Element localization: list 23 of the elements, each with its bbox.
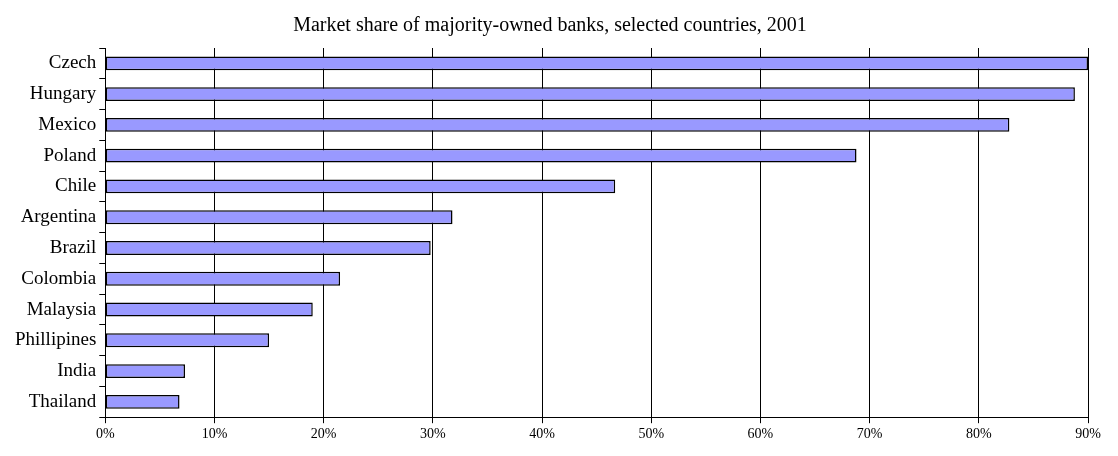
x-tick-label: 10%: [201, 426, 228, 442]
x-tick-label: 60%: [747, 426, 774, 442]
y-tick-label: Mexico: [38, 112, 97, 134]
x-tick-label: 90%: [1075, 426, 1102, 442]
y-tick-label: Chile: [55, 174, 97, 196]
x-tick-label: 0%: [95, 426, 115, 442]
x-tick-label: 30%: [420, 426, 447, 442]
y-tick-label: Argentina: [20, 205, 97, 227]
x-tick-label: 50%: [638, 426, 665, 442]
x-tick-label: 40%: [529, 426, 556, 442]
y-tick-label: Colombia: [21, 266, 97, 288]
x-tick-label: 20%: [310, 426, 337, 442]
chart-title: Market share of majority-owned banks, selected countries, 2001: [293, 13, 807, 37]
y-tick-label: Poland: [43, 143, 97, 165]
y-tick-label: Phillipines: [14, 328, 97, 350]
x-tick-label: 80%: [965, 426, 992, 442]
y-tick-label: Hungary: [29, 82, 97, 104]
y-tick-label: India: [57, 359, 97, 381]
x-tick-label: 70%: [856, 426, 883, 442]
y-tick-label: Malaysia: [26, 297, 97, 319]
y-tick-label: Brazil: [49, 235, 97, 257]
y-tick-label: Czech: [48, 51, 97, 73]
y-tick-label: Thailand: [28, 389, 97, 411]
